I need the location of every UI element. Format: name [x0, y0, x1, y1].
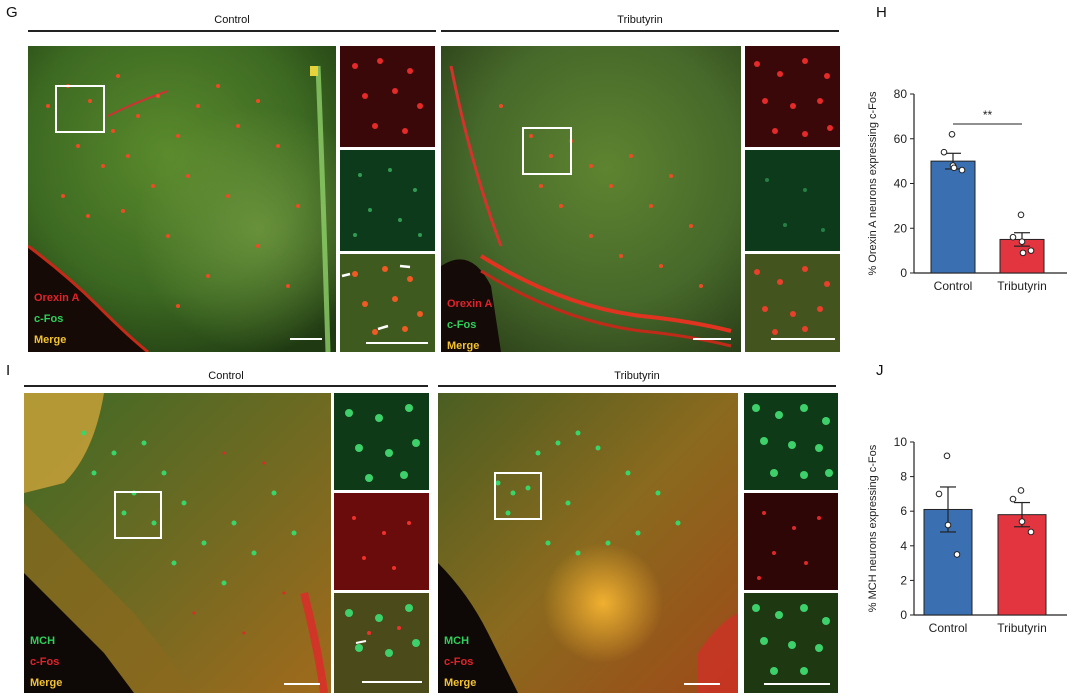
group-rule-control-g — [28, 30, 436, 32]
data-point — [1018, 518, 1026, 525]
inset-g-control-green — [340, 150, 435, 251]
legend-c-fos: c-Fos — [34, 313, 64, 325]
group-rule-tributyrin-i — [438, 385, 836, 387]
inset-i-tributyrin-green — [744, 393, 838, 490]
y-axis-label: % MCH neurons expressing c-Fos — [867, 444, 879, 612]
legend-orexin-a: Orexin A — [34, 292, 80, 304]
y-tick-label: 0 — [900, 608, 907, 622]
data-point — [1017, 211, 1025, 219]
legend-c-fos-i-tributyrin: c-Fos — [444, 656, 474, 668]
group-title-control-g: Control — [214, 14, 250, 26]
panel-label-i: I — [6, 362, 11, 379]
chart-h: 0 20 40 60 80 % Orexin A neurons expressing c… — [862, 78, 1072, 296]
data-point — [948, 130, 956, 138]
legend-mch-tributyrin: MCH — [444, 635, 470, 647]
legend-c-fos-tributyrin: c-Fos — [447, 319, 477, 331]
legend-merge-i-tributyrin: Merge — [444, 677, 477, 689]
data-point — [943, 452, 951, 460]
y-tick-label: 60 — [894, 132, 908, 146]
y-tick-label: 10 — [894, 435, 908, 449]
panel-label-g: G — [6, 4, 18, 21]
micrograph-i-control-main: MCH c-Fos Merge — [24, 393, 331, 693]
y-tick-label: 2 — [900, 573, 907, 587]
y-tick-label: 6 — [900, 504, 907, 518]
legend-c-fos-i: c-Fos — [30, 656, 60, 668]
data-point — [958, 166, 966, 174]
group-title-tributyrin-g: Tributyrin — [617, 14, 663, 26]
chart-j: 0 2 4 6 8 10 % MCH neurons expressing c-Fos Con… — [862, 430, 1072, 640]
data-point — [935, 490, 943, 498]
group-rule-tributyrin-g — [441, 30, 839, 32]
micrograph-g-control-main: Orexin A c-Fos Merge — [28, 46, 336, 352]
data-point — [1027, 528, 1035, 536]
inset-g-control-merge — [340, 254, 435, 352]
x-tick-label-control: Control — [934, 279, 973, 293]
y-tick-label: 0 — [900, 266, 907, 280]
panel-label-h: H — [876, 4, 887, 21]
data-point — [1009, 495, 1017, 503]
data-point — [1009, 233, 1017, 241]
data-point — [1019, 249, 1027, 257]
panel-label-j: J — [876, 362, 884, 379]
group-title-control-i: Control — [208, 370, 244, 382]
inset-i-control-merge — [334, 593, 429, 693]
inset-i-tributyrin-red — [744, 493, 838, 590]
legend-mch: MCH — [30, 635, 56, 647]
data-point — [940, 148, 948, 156]
group-title-tributyrin-i: Tributyrin — [614, 370, 660, 382]
data-point — [944, 521, 952, 529]
inset-i-control-red — [334, 493, 429, 590]
legend-merge-tributyrin: Merge — [447, 340, 480, 352]
micrograph-i-tributyrin-main: MCH c-Fos Merge — [438, 393, 738, 693]
inset-i-control-green — [334, 393, 429, 490]
y-axis-label: % Orexin A neurons expressing c-Fos — [867, 91, 879, 276]
y-tick-label: 8 — [900, 470, 907, 484]
inset-g-tributyrin-red — [745, 46, 840, 147]
group-rule-control-i — [24, 385, 428, 387]
data-point — [950, 164, 958, 172]
legend-merge-i: Merge — [30, 677, 63, 689]
bar-control — [930, 160, 976, 274]
significance-label: ** — [983, 108, 993, 122]
x-tick-label-tributyrin: Tributyrin — [997, 279, 1047, 293]
data-point — [1017, 487, 1025, 494]
legend-orexin-a-tributyrin: Orexin A — [447, 298, 493, 310]
x-tick-label-tributyrin: Tributyrin — [997, 621, 1047, 635]
y-tick-label: 4 — [900, 539, 907, 553]
inset-g-tributyrin-merge — [745, 254, 840, 352]
inset-i-tributyrin-merge — [744, 593, 838, 693]
bar-tributyrin — [997, 514, 1047, 616]
y-tick-label: 80 — [894, 87, 908, 101]
x-tick-label-control: Control — [929, 621, 968, 635]
legend-merge: Merge — [34, 334, 67, 346]
data-point — [1018, 238, 1026, 245]
inset-g-tributyrin-green — [745, 150, 840, 251]
inset-g-control-red — [340, 46, 435, 147]
y-tick-label: 40 — [894, 177, 908, 191]
data-point — [953, 551, 961, 558]
y-tick-label: 20 — [894, 221, 908, 235]
data-point — [1027, 247, 1035, 254]
micrograph-g-tributyrin-main: Orexin A c-Fos Merge — [441, 46, 741, 352]
